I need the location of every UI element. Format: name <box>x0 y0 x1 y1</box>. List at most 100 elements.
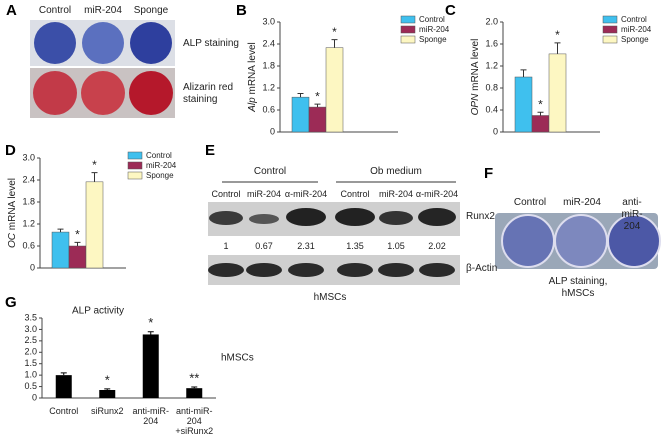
y-tick-label: 2.4 <box>262 38 275 48</box>
legend-label: Sponge <box>621 35 649 44</box>
group-label: Ob medium <box>370 166 422 177</box>
error-bar <box>537 111 544 116</box>
y-tick-label: 0.6 <box>262 104 275 114</box>
y-tick-label: 2.0 <box>485 16 498 26</box>
ratio: 1 <box>223 241 229 251</box>
legend-label: Control <box>621 15 647 24</box>
error-bar <box>314 103 321 108</box>
error-bar <box>297 93 304 98</box>
y-tick-label: 1.6 <box>485 38 498 48</box>
dish <box>607 214 661 268</box>
bar <box>85 181 104 269</box>
column-label: anti-miR-204 <box>621 197 643 232</box>
band <box>379 211 413 225</box>
error-bar <box>60 372 67 376</box>
y-tick-label: 3.0 <box>262 16 275 26</box>
caption: ALP staining, hMSCs <box>548 276 608 299</box>
y-tick-label: 1.2 <box>22 218 35 228</box>
legend-swatch <box>400 35 416 44</box>
ratio: 2.02 <box>428 241 446 251</box>
y-axis-label: OPN mRNA level <box>470 39 481 116</box>
legend-label: Control <box>419 15 445 24</box>
column-label: miR-204 <box>563 197 601 208</box>
band <box>378 263 414 277</box>
y-tick-label: 0 <box>270 126 275 136</box>
y-axis-label: Alp mRNA level <box>247 42 258 112</box>
dish <box>81 71 125 115</box>
annotation: * <box>148 315 153 330</box>
y-tick-label: 0 <box>32 392 37 402</box>
band <box>337 263 373 277</box>
band <box>249 214 279 224</box>
band <box>335 208 375 226</box>
x-tick-label: anti-miR-204 +siRunx2 <box>175 406 214 436</box>
annotation: * <box>92 158 97 172</box>
panel-letter: G <box>5 294 17 311</box>
bar <box>531 115 550 133</box>
ratio: 2.31 <box>297 241 315 251</box>
y-tick-label: 1.8 <box>22 196 35 206</box>
lane-label: Control <box>211 189 241 199</box>
legend-swatch <box>400 25 416 34</box>
ratio: 0.67 <box>255 241 273 251</box>
bar <box>51 231 70 269</box>
y-tick-label: 1.2 <box>262 82 275 92</box>
legend-label: miR-204 <box>419 25 450 34</box>
dish <box>34 22 76 64</box>
bar <box>308 106 327 133</box>
row-label: ALP staining <box>183 38 239 49</box>
y-tick-label: 0.8 <box>485 82 498 92</box>
y-tick-label: 3.0 <box>24 324 37 334</box>
y-label-text: mRNA level <box>7 178 18 230</box>
legend-label: Sponge <box>146 171 174 180</box>
bar <box>548 53 567 133</box>
lane-label: miR-204 <box>378 189 414 199</box>
y-tick-label: 1.8 <box>262 60 275 70</box>
band <box>209 211 243 225</box>
gene-name: Alp <box>247 97 258 113</box>
legend-label: miR-204 <box>621 25 652 34</box>
column-label: Control <box>513 197 547 208</box>
legend-label: Control <box>146 151 172 160</box>
band <box>208 263 244 277</box>
error-bar <box>331 39 338 48</box>
band <box>288 263 324 277</box>
lane-label: α-miR-204 <box>284 189 328 199</box>
error-bar <box>74 241 81 246</box>
error-bar <box>57 228 64 233</box>
error-bar <box>104 388 111 390</box>
error-bar <box>191 386 198 389</box>
y-tick-label: 0.5 <box>24 381 37 391</box>
legend-swatch <box>127 171 143 180</box>
y-tick-label: 1.5 <box>24 358 37 368</box>
column-label: miR-204 <box>84 5 122 16</box>
y-tick-label: 0.4 <box>485 104 498 114</box>
y-label-text: mRNA level <box>247 42 258 94</box>
legend-swatch <box>400 15 416 24</box>
annotation: * <box>75 228 80 242</box>
bar <box>291 96 310 133</box>
band <box>246 263 282 277</box>
y-tick-label: 1.2 <box>485 60 498 70</box>
dish <box>82 22 124 64</box>
error-bar <box>147 331 154 335</box>
ratio: 1.35 <box>346 241 364 251</box>
y-tick-label: 3.5 <box>24 312 37 322</box>
y-tick-label: 1.0 <box>24 370 37 380</box>
gene-name: OPN <box>470 93 481 115</box>
annotation: * <box>315 89 320 103</box>
y-tick-label: 3.0 <box>22 152 35 162</box>
y-tick-label: 2.0 <box>24 347 37 357</box>
group-label: Control <box>253 166 287 177</box>
bar <box>68 245 87 269</box>
bar <box>186 388 203 398</box>
band <box>419 263 455 277</box>
column-label: Sponge <box>133 5 169 16</box>
y-label-text: mRNA level <box>470 39 481 91</box>
lane-label: miR-204 <box>246 189 282 199</box>
row-label: Alizarin red staining <box>183 82 234 105</box>
annotation: ** <box>189 370 199 385</box>
legend-swatch <box>602 35 618 44</box>
